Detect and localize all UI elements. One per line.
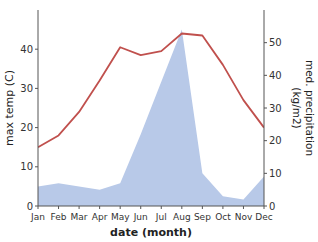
y2-tick xyxy=(264,42,267,43)
y2-tick xyxy=(264,75,267,76)
y2-tick-label: 50 xyxy=(269,37,282,48)
y2-tick xyxy=(264,140,267,141)
y2-tick-label: 10 xyxy=(269,168,282,179)
x-tick xyxy=(181,206,182,209)
x-tick-label: Nov xyxy=(235,212,253,222)
x-tick xyxy=(79,206,80,209)
x-tick-label: Jun xyxy=(133,212,148,222)
x-tick-label: Jul xyxy=(155,212,167,222)
x-tick xyxy=(58,206,59,209)
y-tick-label: 10 xyxy=(20,161,33,172)
y2-tick-label: 0 xyxy=(269,201,275,212)
y2-tick-label: 20 xyxy=(269,135,282,146)
x-tick-label: Apr xyxy=(92,212,108,222)
x-tick-label: Aug xyxy=(173,212,191,222)
x-tick-label: Jan xyxy=(30,212,45,222)
y-tick-label: 40 xyxy=(20,44,33,55)
y-tick-label: 0 xyxy=(27,201,33,212)
x-tick xyxy=(202,206,203,209)
y-tick xyxy=(35,49,38,50)
x-axis-label: date (month) xyxy=(110,226,192,239)
y2-tick xyxy=(264,173,267,174)
plot-area xyxy=(38,30,264,206)
x-tick-label: Mar xyxy=(71,212,88,222)
y2-axis-label: med. precipitation(kg/m2) xyxy=(291,60,316,156)
y2-tick xyxy=(264,108,267,109)
x-tick xyxy=(140,206,141,209)
y-tick-label: 30 xyxy=(20,83,33,94)
x-tick xyxy=(243,206,244,209)
y-tick xyxy=(35,88,38,89)
x-tick xyxy=(120,206,121,209)
x-tick xyxy=(38,206,39,209)
x-axis-line xyxy=(38,206,264,207)
x-tick-label: Dec xyxy=(255,212,272,222)
x-tick xyxy=(99,206,100,209)
y2-axis-label-line: med. precipitation xyxy=(304,60,316,156)
x-tick-label: Oct xyxy=(215,212,231,222)
x-tick-label: May xyxy=(111,212,130,222)
x-tick xyxy=(161,206,162,209)
x-tick-label: Feb xyxy=(51,212,67,222)
y2-axis-label-line: (kg/m2) xyxy=(291,87,303,128)
x-tick-label: Sep xyxy=(194,212,211,222)
y-tick xyxy=(35,166,38,167)
y2-tick-label: 30 xyxy=(269,103,282,114)
y-tick-label: 20 xyxy=(20,122,33,133)
y-tick xyxy=(35,127,38,128)
precipitation-area xyxy=(38,30,264,206)
x-tick xyxy=(264,206,265,209)
y-axis-line xyxy=(38,10,39,206)
y2-tick-label: 40 xyxy=(269,70,282,81)
y-axis-label: max temp (C) xyxy=(3,70,16,146)
temperature-line xyxy=(38,34,264,148)
x-tick xyxy=(222,206,223,209)
chart: 0 10 20 30 40 0 10 20 30 40 50 Jan Feb Mar AprMayJun Ju… xyxy=(0,0,318,242)
